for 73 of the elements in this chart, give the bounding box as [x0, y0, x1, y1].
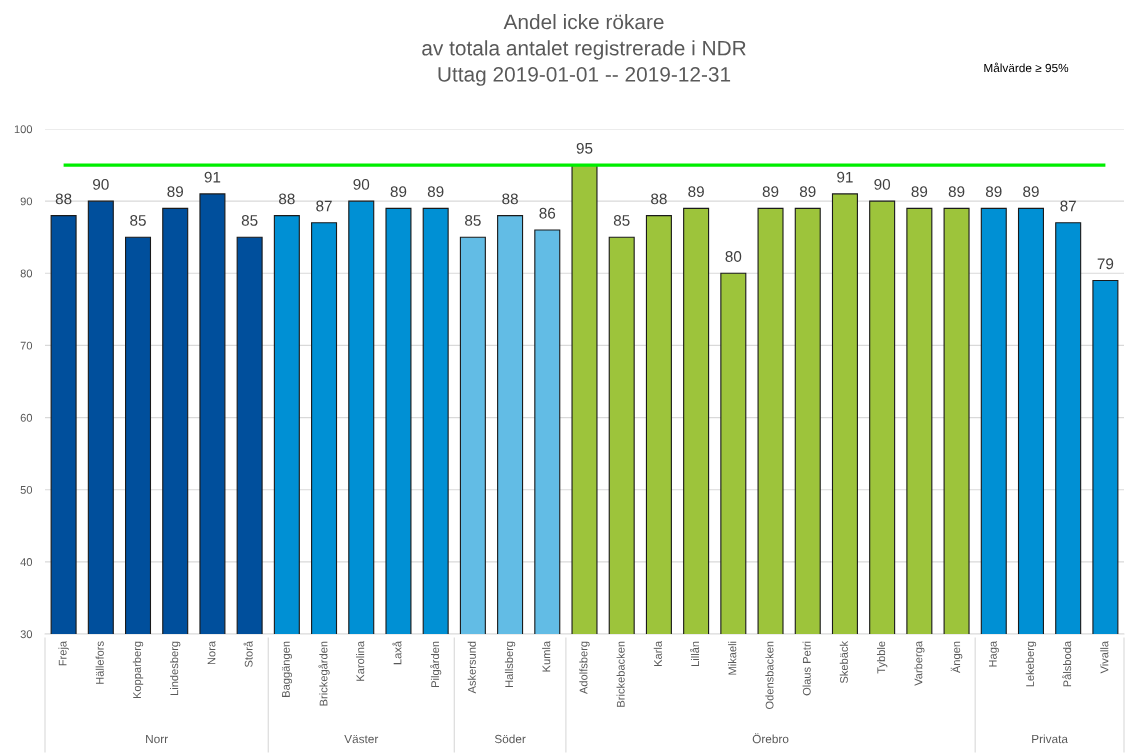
- data-label: 89: [167, 186, 183, 197]
- x-tick-label: Askersund: [467, 641, 476, 694]
- data-label: 89: [762, 186, 779, 197]
- x-tick-label: Mikaeli: [728, 641, 737, 675]
- data-label: 88: [279, 193, 295, 205]
- x-tick-label: Lillån: [690, 641, 700, 666]
- x-tick-label: Hällefors: [95, 641, 104, 684]
- x-tick-label: Pilgården: [430, 641, 442, 687]
- x-tick-label: Nora: [207, 640, 216, 665]
- data-label: 90: [353, 178, 370, 190]
- x-tick-label: Odensbacken: [765, 641, 774, 709]
- x-tick-label: Haga: [989, 640, 999, 667]
- x-tick-label: Lindesberg: [170, 641, 181, 696]
- x-tick-label: Karolina: [356, 640, 365, 681]
- data-label: 85: [241, 215, 258, 226]
- x-tick-label: Kumla: [542, 640, 551, 672]
- x-tick-label: Skebäck: [839, 640, 848, 684]
- x-tick-label: Laxå: [392, 640, 402, 665]
- y-tick-label: 60: [20, 413, 33, 422]
- y-tick-label: 70: [20, 341, 33, 350]
- data-label: 89: [390, 186, 407, 197]
- series-label: Privata: [1032, 734, 1068, 744]
- series-label: Söder: [494, 734, 526, 744]
- y-tick-label: 50: [20, 485, 33, 494]
- data-label: 85: [465, 215, 481, 226]
- series-label: Norr: [146, 734, 168, 744]
- data-label: 91: [837, 171, 853, 183]
- x-tick-label: Freja: [58, 640, 69, 666]
- data-label: 88: [651, 193, 667, 205]
- x-tick-label: Ängen: [950, 641, 963, 674]
- data-label: 90: [874, 178, 891, 190]
- x-tick-label: Vivalla: [1100, 640, 1109, 674]
- data-label: 87: [1060, 200, 1076, 212]
- data-label: 79: [1097, 258, 1114, 270]
- x-tick-label: Brickebacken: [616, 641, 625, 707]
- data-label: 86: [539, 207, 556, 219]
- data-label: 88: [502, 193, 518, 205]
- data-label: 89: [985, 186, 1002, 197]
- x-tick-label: Pålsboda: [1062, 640, 1072, 687]
- x-tick-label: Tybble: [876, 641, 888, 674]
- data-label: 89: [799, 186, 816, 197]
- x-tick-label: Baggängen: [282, 641, 293, 697]
- data-label: 89: [688, 186, 704, 197]
- y-tick-label: 100: [14, 125, 33, 134]
- x-tick-label: Karla: [653, 640, 662, 666]
- y-tick-label: 90: [20, 197, 33, 206]
- y-tick-label: 80: [20, 269, 33, 278]
- x-tick-label: Hallsberg: [504, 641, 516, 687]
- data-label: 85: [613, 215, 630, 226]
- x-tick-label: Kopparberg: [132, 641, 144, 699]
- data-label: 95: [576, 142, 593, 154]
- series-label: Örebro: [752, 733, 789, 744]
- x-tick-label: Storå: [243, 640, 253, 667]
- x-tick-label: Varberga: [914, 640, 925, 686]
- data-label: 87: [316, 200, 332, 212]
- x-tick-label: Olaus Petri: [802, 641, 811, 696]
- y-tick-label: 30: [20, 630, 33, 639]
- x-tick-label: Lekeberg: [1025, 641, 1037, 687]
- x-tick-label: Adolfsberg: [579, 641, 590, 695]
- data-label: 89: [427, 186, 444, 197]
- text: Målvärde ≥ 95%: [984, 62, 1069, 73]
- data-label: 91: [204, 171, 221, 183]
- data-label: 80: [725, 251, 742, 262]
- data-label: 89: [1023, 186, 1039, 197]
- data-label: 85: [130, 215, 146, 226]
- data-label: 89: [911, 186, 928, 197]
- series-label: Väster: [344, 734, 379, 744]
- y-tick-label: 40: [20, 558, 33, 566]
- x-tick-label: Brickegården: [318, 641, 330, 706]
- chart-title: Andel icke rökare av totala antalet registrerade i NDR Uttag 2019-01-01 -- 2019-12-31: [422, 14, 746, 86]
- data-label: 88: [55, 193, 72, 205]
- data-label: 90: [93, 178, 109, 190]
- data-label: 89: [948, 186, 965, 197]
